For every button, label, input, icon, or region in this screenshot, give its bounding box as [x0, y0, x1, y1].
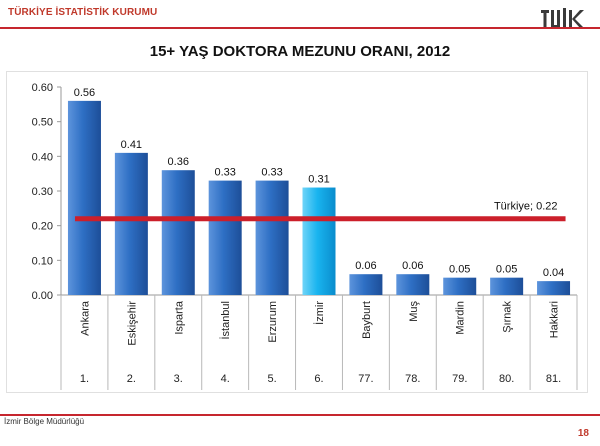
category-label: Ankara [79, 300, 91, 336]
data-label: 0.33 [214, 167, 235, 179]
category-label: İstanbul [219, 301, 232, 340]
y-tick-label: 0.60 [32, 82, 53, 94]
data-label: 0.31 [308, 174, 329, 186]
bar [255, 180, 289, 295]
rank-label: 3. [174, 373, 183, 385]
data-label: 0.41 [121, 139, 142, 151]
chart-area: 0.00 0.10 0.20 0.30 0.40 0.50 0.60 0.56 Ankara 1.… [6, 71, 588, 393]
organization-name: TÜRKİYE İSTATİSTİK KURUMU [8, 7, 158, 18]
footer-office: İzmir Bölge Müdürlüğü [4, 417, 85, 426]
bar [490, 277, 524, 295]
bar [114, 152, 148, 295]
rank-label: 77. [358, 373, 373, 385]
category-label: Isparta [173, 300, 185, 335]
rank-label: 81. [546, 373, 561, 385]
category-label: Erzurum [267, 301, 279, 343]
data-label: 0.56 [74, 87, 95, 99]
bar [443, 277, 477, 295]
bar [208, 180, 242, 295]
header-divider [0, 27, 600, 29]
rank-label: 1. [80, 373, 89, 385]
category-label: Şırnak [502, 301, 514, 333]
data-label: 0.05 [496, 264, 517, 276]
rank-label: 2. [127, 373, 136, 385]
y-tick-label: 0.30 [32, 186, 53, 198]
data-label: 0.33 [261, 167, 282, 179]
tuik-logo [540, 6, 594, 35]
rank-label: 4. [221, 373, 230, 385]
data-label: 0.36 [168, 156, 189, 168]
y-tick-label: 0.50 [32, 117, 53, 129]
chart-title: 15+ YAŞ DOKTORA MEZUNU ORANI, 2012 [149, 43, 451, 60]
category-label: Hakkari [549, 301, 561, 338]
bar [537, 281, 571, 295]
bar [302, 187, 336, 295]
y-tick-label: 0.00 [32, 290, 53, 302]
bar [396, 274, 430, 295]
footer-divider [0, 414, 600, 416]
data-label: 0.05 [449, 264, 470, 276]
y-tick-label: 0.10 [32, 255, 53, 267]
reference-line-label: Türkiye; 0.22 [494, 201, 558, 213]
data-label: 0.06 [355, 260, 376, 272]
category-label: Muş [408, 301, 420, 322]
bar [67, 100, 101, 295]
rank-label: 79. [452, 373, 467, 385]
category-label: Bayburt [361, 301, 373, 339]
data-label: 0.06 [402, 260, 423, 272]
category-label: İzmir [313, 301, 326, 325]
rank-label: 6. [314, 373, 323, 385]
rank-label: 78. [405, 373, 420, 385]
category-label: Eskişehir [126, 301, 138, 346]
bar [349, 274, 383, 295]
page-number: 18 [577, 428, 589, 439]
data-label: 0.04 [543, 267, 564, 279]
category-label: Mardin [455, 301, 467, 335]
bar [161, 170, 195, 295]
rank-label: 5. [267, 373, 276, 385]
bar-chart: 0.00 0.10 0.20 0.30 0.40 0.50 0.60 0.56 Ankara 1.… [32, 82, 578, 390]
y-tick-label: 0.40 [32, 151, 53, 163]
y-tick-label: 0.20 [32, 221, 53, 233]
rank-label: 80. [499, 373, 514, 385]
